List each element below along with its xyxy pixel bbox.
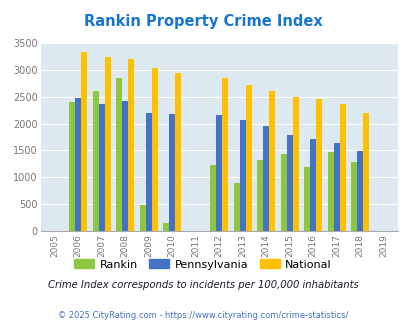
Bar [81, 52, 87, 231]
Bar [98, 104, 104, 231]
Bar [356, 151, 362, 231]
Bar [239, 120, 245, 231]
Bar [169, 114, 175, 231]
Bar [292, 97, 298, 231]
Bar [222, 78, 228, 231]
Bar [93, 91, 98, 231]
Bar [175, 73, 181, 231]
Bar [145, 113, 151, 231]
Bar [327, 152, 333, 231]
Bar [351, 162, 356, 231]
Bar [233, 182, 239, 231]
Bar [122, 101, 128, 231]
Bar [315, 99, 321, 231]
Bar [280, 153, 286, 231]
Bar [245, 85, 251, 231]
Bar [128, 59, 134, 231]
Bar [75, 98, 81, 231]
Bar [339, 104, 345, 231]
Legend: Rankin, Pennsylvania, National: Rankin, Pennsylvania, National [70, 255, 335, 274]
Bar [116, 78, 122, 231]
Text: Crime Index corresponds to incidents per 100,000 inhabitants: Crime Index corresponds to incidents per… [47, 280, 358, 290]
Bar [140, 205, 145, 231]
Bar [362, 113, 368, 231]
Bar [104, 57, 110, 231]
Bar [257, 160, 263, 231]
Bar [163, 223, 169, 231]
Bar [309, 139, 315, 231]
Bar [269, 91, 275, 231]
Bar [333, 144, 339, 231]
Bar [210, 165, 216, 231]
Bar [216, 115, 222, 231]
Text: Rankin Property Crime Index: Rankin Property Crime Index [83, 14, 322, 29]
Bar [263, 126, 269, 231]
Bar [286, 135, 292, 231]
Text: © 2025 CityRating.com - https://www.cityrating.com/crime-statistics/: © 2025 CityRating.com - https://www.city… [58, 311, 347, 320]
Bar [304, 167, 309, 231]
Bar [151, 68, 157, 231]
Bar [69, 102, 75, 231]
